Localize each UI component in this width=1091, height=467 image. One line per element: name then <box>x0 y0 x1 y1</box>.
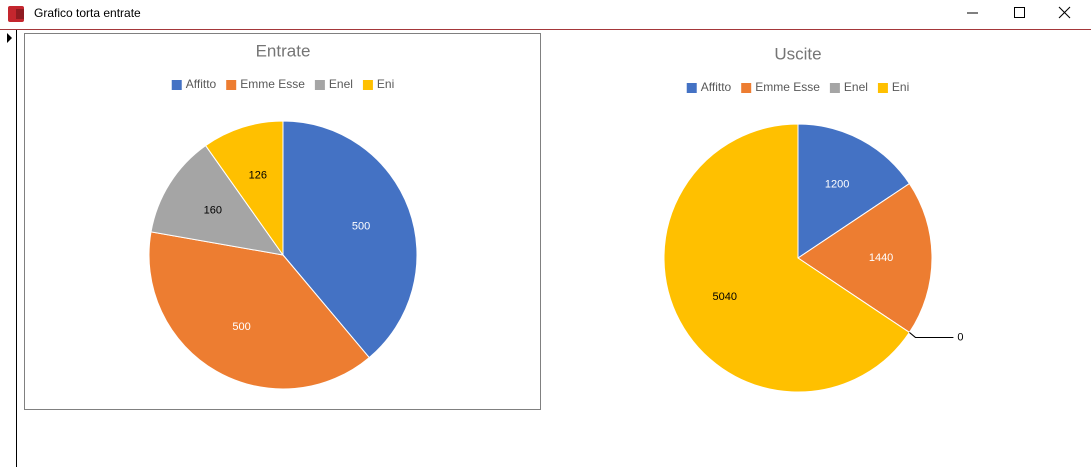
pie-slice <box>797 123 911 259</box>
legend-label: Enel <box>844 80 868 94</box>
legend-label: Enel <box>329 77 353 91</box>
window-title: Grafico torta entrate <box>34 6 141 20</box>
legend-swatch <box>314 80 325 90</box>
legend-label: Eni <box>892 80 909 94</box>
title-bar <box>0 0 1091 29</box>
close-button[interactable] <box>1058 6 1071 19</box>
legend-label: Affitto <box>186 77 217 91</box>
legend-swatch <box>741 83 752 93</box>
pie-slice <box>797 182 933 334</box>
legend-label: Eni <box>377 77 394 91</box>
chart-title: Entrate <box>256 41 311 60</box>
legend-swatch <box>171 80 182 90</box>
focus-frame <box>24 33 541 410</box>
data-label: 500 <box>232 321 250 333</box>
legend-swatch <box>829 83 840 93</box>
pie-slice <box>204 120 284 257</box>
record-selector[interactable] <box>7 33 12 43</box>
legend-swatch <box>362 80 373 90</box>
data-label: 126 <box>249 170 267 182</box>
pie-slice <box>148 231 370 390</box>
maximize-button[interactable] <box>1014 7 1025 18</box>
data-label: 1200 <box>825 179 849 191</box>
legend-swatch <box>686 83 697 93</box>
app-icon-detail <box>16 9 24 19</box>
pie-slice <box>663 123 911 393</box>
chart-title: Uscite <box>774 44 821 63</box>
pie-slice <box>282 120 418 359</box>
legend-label: Emme Esse <box>240 77 305 91</box>
legend-swatch <box>226 80 237 90</box>
data-label: 0 <box>957 331 963 343</box>
data-label: 5040 <box>712 291 736 303</box>
data-label: 160 <box>204 204 222 216</box>
legend-label: Affitto <box>701 80 732 94</box>
pie-slice <box>150 144 285 256</box>
data-label: 500 <box>352 220 370 232</box>
data-label: 1440 <box>869 252 893 264</box>
legend-swatch <box>877 83 888 93</box>
leader-line <box>909 332 954 338</box>
legend-label: Emme Esse <box>755 80 820 94</box>
